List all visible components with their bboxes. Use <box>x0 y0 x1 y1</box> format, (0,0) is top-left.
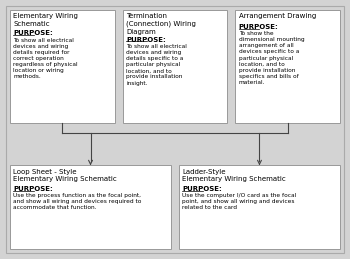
Text: Loop Sheet - Style
Elementary Wiring Schematic: Loop Sheet - Style Elementary Wiring Sch… <box>13 169 117 182</box>
Text: To show all electrical
devices and wiring
details specific to a
particular physi: To show all electrical devices and wirin… <box>126 44 187 86</box>
Text: PURPOSE:: PURPOSE: <box>13 186 53 192</box>
Bar <box>10 166 171 249</box>
Text: PURPOSE:: PURPOSE: <box>13 30 53 36</box>
Text: To show the
dimensional mounting
arrangement of all
devices specific to a
partic: To show the dimensional mounting arrange… <box>239 31 304 85</box>
Bar <box>122 10 228 123</box>
Text: To show all electrical
devices and wiring
details required for
correct operation: To show all electrical devices and wirin… <box>13 38 78 79</box>
Text: PURPOSE:: PURPOSE: <box>182 186 222 192</box>
Text: Ladder-Style
Elementary Wiring Schematic: Ladder-Style Elementary Wiring Schematic <box>182 169 286 182</box>
Text: Termination
(Connection) Wiring
Diagram: Termination (Connection) Wiring Diagram <box>126 13 196 35</box>
Text: Use the computer I/O card as the focal
point, and show all wiring and devices
re: Use the computer I/O card as the focal p… <box>182 193 297 210</box>
Text: Use the process function as the focal point,
and show all wiring and devices req: Use the process function as the focal po… <box>13 193 142 210</box>
Bar <box>235 10 340 123</box>
Text: PURPOSE:: PURPOSE: <box>239 24 279 30</box>
Text: Arrangement Drawing: Arrangement Drawing <box>239 13 316 19</box>
Text: PURPOSE:: PURPOSE: <box>126 37 166 42</box>
Bar <box>179 166 340 249</box>
Bar <box>10 10 115 123</box>
Text: Elementary Wiring
Schematic: Elementary Wiring Schematic <box>13 13 78 27</box>
